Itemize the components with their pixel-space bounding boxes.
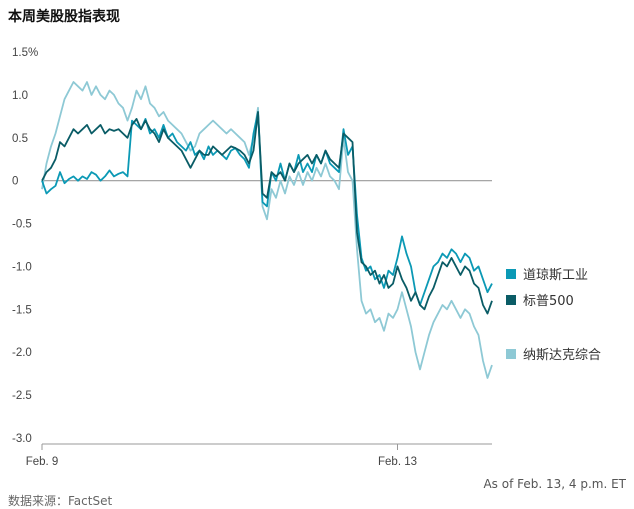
legend-swatch [506, 269, 516, 279]
y-tick-label: -2.5 [12, 390, 32, 402]
series-lines [41, 81, 493, 379]
source-note: 数据来源：FactSet [8, 494, 113, 508]
y-tick-label: -0.5 [12, 219, 32, 231]
series-line-2 [41, 81, 493, 379]
legend-label: 纳斯达克综合 [523, 348, 601, 363]
y-axis: 1.5% 1.0 0.5 0 -0.5 -1.0 -1.5 -2.0 -2.5 -3.0 [12, 47, 492, 445]
y-tick-label: 1.5% [12, 47, 38, 59]
series-line-0 [41, 111, 493, 306]
y-tick-label: -2.0 [12, 347, 32, 359]
y-tick-label: 0 [12, 176, 18, 188]
x-axis: Feb. 9 Feb. 13 [26, 443, 492, 468]
legend-label: 标普500 [523, 294, 574, 309]
chart-title: 本周美股股指表现 [8, 9, 120, 25]
as-of-note: As of Feb. 13, 4 p.m. ET [483, 477, 626, 491]
y-tick-label: 1.0 [12, 90, 28, 102]
x-tick-label: Feb. 9 [26, 456, 59, 468]
series-line-1 [41, 111, 493, 315]
legend-swatch [506, 295, 516, 305]
y-tick-label: -1.5 [12, 304, 32, 316]
y-tick-label: -1.0 [12, 261, 32, 273]
y-tick-label: 0.5 [12, 133, 28, 145]
legend-label: 道琼斯工业 [523, 268, 588, 283]
legend-swatch [506, 349, 516, 359]
y-tick-label: -3.0 [12, 433, 32, 445]
x-tick-label: Feb. 13 [378, 456, 417, 468]
